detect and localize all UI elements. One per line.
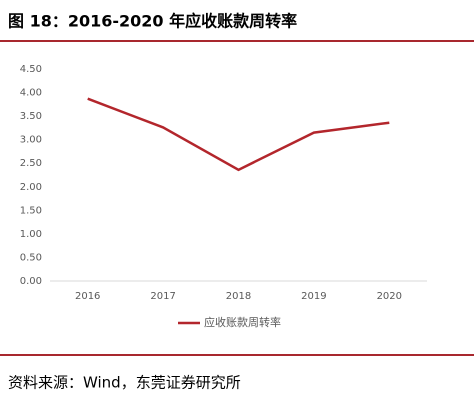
y-tick-label: 1.50 (20, 205, 42, 216)
y-tick-label: 1.00 (20, 229, 42, 240)
y-tick-label: 2.50 (20, 158, 42, 169)
legend-label: 应收账款周转率 (204, 315, 281, 329)
x-tick-label: 2016 (75, 291, 100, 302)
data-line (87, 97, 390, 172)
x-tick-label: 2018 (226, 291, 251, 302)
y-tick-label: 3.00 (20, 135, 42, 146)
y-tick-label: 4.00 (20, 88, 42, 99)
y-tick-label: 4.50 (20, 64, 42, 75)
y-tick-label: 2.00 (20, 182, 42, 193)
x-tick-label: 2017 (150, 291, 175, 302)
y-tick-label: 0.50 (20, 252, 42, 263)
y-tick-label: 0.00 (20, 276, 42, 287)
y-tick-label: 3.50 (20, 111, 42, 122)
x-tick-label: 2020 (377, 291, 402, 302)
chart-title: 图 18：2016-2020 年应收账款周转率 (8, 12, 297, 31)
x-tick-label: 2019 (301, 291, 326, 302)
source-note: 资料来源：Wind，东莞证券研究所 (8, 374, 241, 392)
